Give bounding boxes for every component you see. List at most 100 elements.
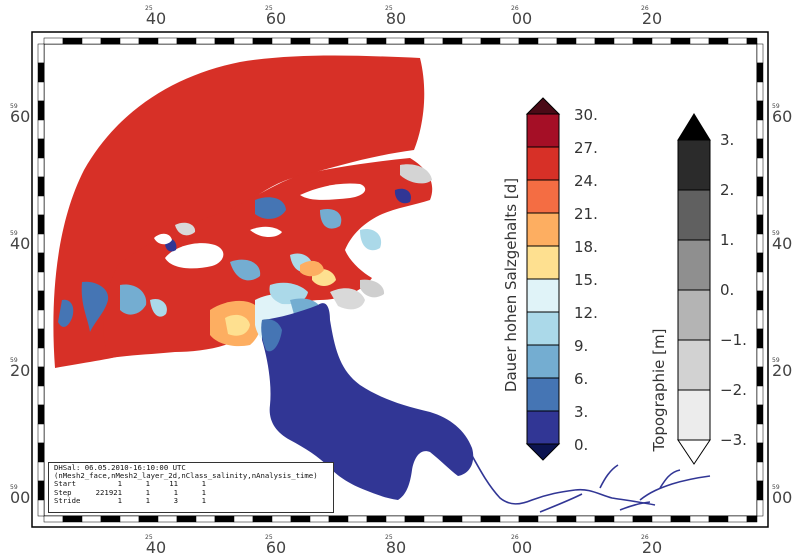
frame-tick bbox=[727, 37, 748, 45]
frame-tick bbox=[756, 271, 764, 292]
frame-tick bbox=[756, 480, 764, 501]
metadata-cell: 1 bbox=[145, 495, 150, 505]
colorbar-tick-label: 3. bbox=[720, 131, 734, 149]
frame-tick bbox=[708, 37, 729, 45]
frame-tick bbox=[537, 515, 558, 523]
topography-legend-title: Topographie [m] bbox=[650, 329, 668, 453]
frame-tick bbox=[575, 515, 596, 523]
axis-label: 80 bbox=[386, 9, 406, 28]
tidal-channel bbox=[120, 284, 147, 315]
colorbar-tick-label: 6. bbox=[574, 370, 588, 388]
axis-label-minor: 59 bbox=[772, 357, 780, 364]
axis-label: 00 bbox=[10, 488, 30, 507]
island-shape bbox=[300, 183, 366, 200]
frame-tick bbox=[37, 214, 45, 235]
frame-tick bbox=[756, 347, 764, 368]
frame-tick bbox=[271, 37, 292, 45]
frame-tick bbox=[347, 515, 368, 523]
frame-tick bbox=[366, 515, 387, 523]
metadata-cell: 1 bbox=[145, 479, 150, 489]
colorbar-tick-label: 27. bbox=[574, 139, 598, 157]
frame-tick bbox=[651, 515, 672, 523]
colorbar-arrow-bottom bbox=[525, 443, 561, 461]
frame-tick bbox=[37, 328, 45, 349]
frame-tick bbox=[37, 81, 45, 102]
frame-tick bbox=[290, 37, 311, 45]
frame-tick bbox=[404, 515, 425, 523]
colorbar-arrow-bottom bbox=[677, 439, 711, 465]
tidal-channel bbox=[360, 228, 382, 251]
frame-tick bbox=[138, 515, 159, 523]
colorbar-tick-label: 2. bbox=[720, 181, 734, 199]
axis-label-minor: 25 bbox=[385, 5, 393, 12]
colorbar-segment bbox=[677, 389, 711, 441]
frame-tick bbox=[746, 37, 758, 45]
frame-tick bbox=[37, 423, 45, 444]
frame-tick bbox=[100, 37, 121, 45]
colorbar-segment bbox=[526, 344, 560, 379]
colorbar-tick-label: 21. bbox=[574, 205, 598, 223]
frame-tick bbox=[37, 252, 45, 273]
frame-tick bbox=[594, 37, 615, 45]
frame-tick bbox=[632, 515, 653, 523]
frame-tick bbox=[309, 37, 330, 45]
metadata-box: DHSal: 06.05.2010-16:10:00 UTC (nMesh2_f… bbox=[48, 462, 334, 513]
topography-colorbar: 3. 2. 1. 0. −1. −2. −3. bbox=[677, 113, 747, 465]
axis-label: 00 bbox=[512, 9, 532, 28]
frame-tick bbox=[756, 328, 764, 349]
frame-tick bbox=[309, 515, 330, 523]
frame-tick bbox=[290, 515, 311, 523]
axis-label-minor: 26 bbox=[511, 5, 519, 12]
frame-tick bbox=[347, 37, 368, 45]
axis-label-minor: 59 bbox=[10, 103, 18, 110]
colorbar-tick-label: 15. bbox=[574, 271, 598, 289]
axis-label: 80 bbox=[386, 538, 406, 557]
frame-tick bbox=[328, 37, 349, 45]
frame-tick bbox=[37, 499, 45, 517]
colorbar-segment bbox=[677, 189, 711, 241]
metadata-variables: (nMesh2_face,nMesh2_layer_2d,nClass_sali… bbox=[54, 471, 318, 481]
colorbar-tick-label: −3. bbox=[720, 431, 747, 449]
colorbar-segment bbox=[677, 239, 711, 291]
frame-tick bbox=[461, 37, 482, 45]
frame-tick bbox=[37, 62, 45, 83]
frame-tick bbox=[480, 515, 501, 523]
frame-tick bbox=[613, 37, 634, 45]
tidal-channel bbox=[394, 188, 411, 204]
frame-tick bbox=[499, 515, 520, 523]
frame-tick bbox=[756, 290, 764, 311]
frame-tick bbox=[37, 290, 45, 311]
frame-tick bbox=[756, 176, 764, 197]
frame-tick bbox=[37, 233, 45, 254]
metadata-cell: Stride bbox=[54, 495, 81, 505]
island-shape bbox=[250, 226, 282, 237]
tidal-flat bbox=[330, 288, 365, 310]
metadata-cell: 1 bbox=[201, 495, 206, 505]
colorbar-tick-label: −2. bbox=[720, 381, 747, 399]
metadata-cell: 1 bbox=[173, 487, 178, 497]
frame-tick bbox=[43, 515, 64, 523]
frame-tick bbox=[81, 515, 102, 523]
frame-tick bbox=[37, 480, 45, 501]
tidal-channel bbox=[255, 197, 286, 219]
frame-tick bbox=[37, 347, 45, 368]
sea-area-high-salinity bbox=[53, 55, 425, 368]
frame-tick bbox=[62, 515, 83, 523]
frame-tick bbox=[670, 515, 691, 523]
axis-label-minor: 26 bbox=[511, 534, 519, 541]
colorbar-tick-label: 0. bbox=[720, 281, 734, 299]
wadden-sea-area bbox=[103, 158, 433, 358]
axis-label-minor: 59 bbox=[772, 484, 780, 491]
tidal-flat bbox=[175, 222, 196, 236]
colorbar-segment bbox=[526, 278, 560, 313]
elbe-estuary bbox=[262, 303, 474, 500]
axis-label-minor: 25 bbox=[265, 5, 273, 12]
colorbar-segment bbox=[677, 289, 711, 341]
frame-tick bbox=[328, 515, 349, 523]
axis-label-minor: 26 bbox=[641, 5, 649, 12]
axis-label: 40 bbox=[772, 234, 792, 253]
frame-tick bbox=[518, 37, 539, 45]
frame-tick bbox=[271, 515, 292, 523]
island-shape bbox=[165, 243, 224, 269]
frame-tick bbox=[613, 515, 634, 523]
